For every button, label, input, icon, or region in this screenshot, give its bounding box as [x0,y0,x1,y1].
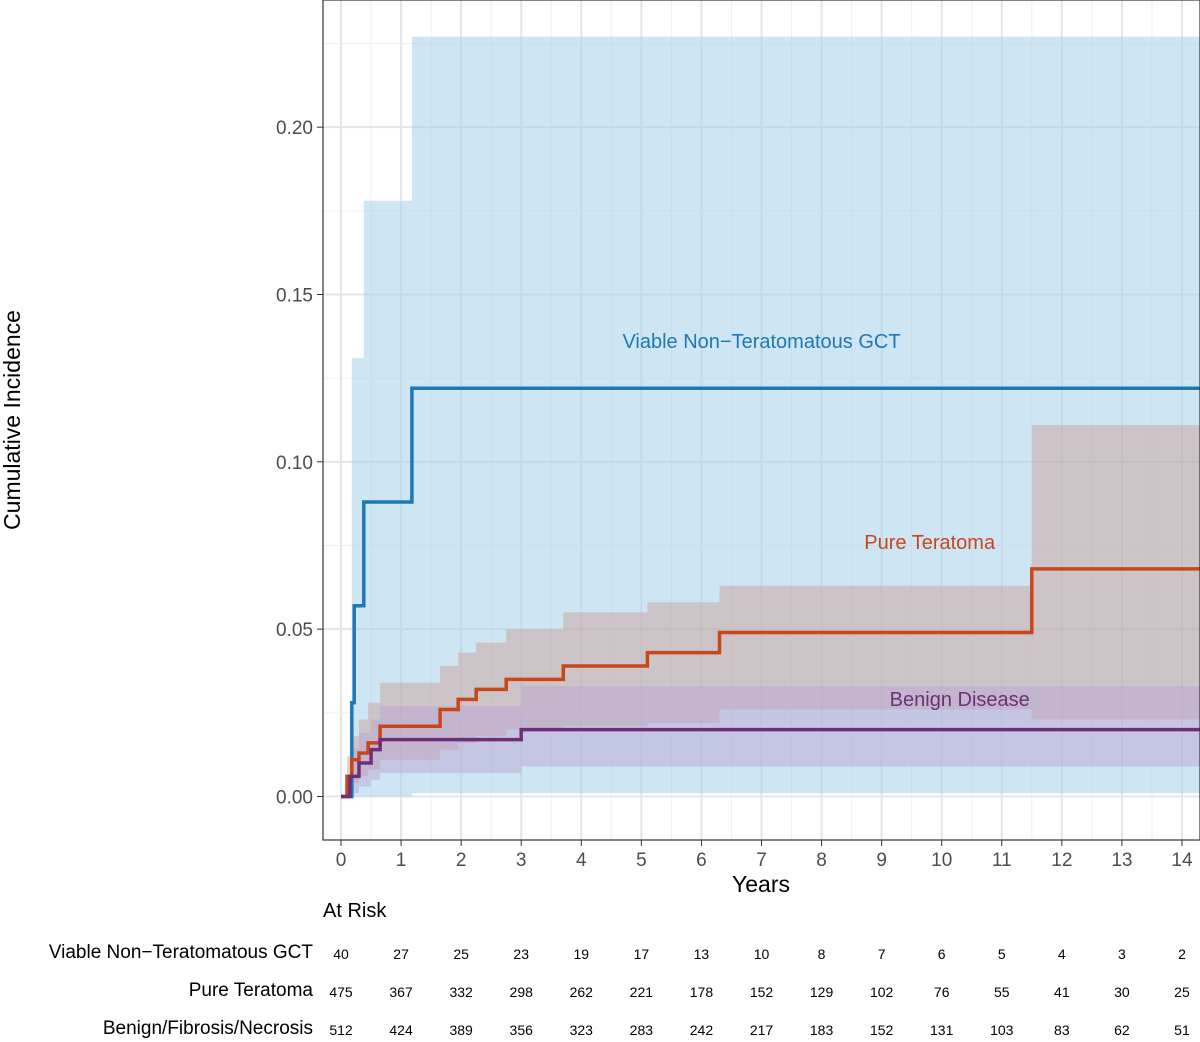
x-tick-label: 11 [992,850,1012,871]
at-risk-value: 152 [749,984,774,1000]
x-tick-label: 13 [1111,850,1132,871]
x-tick-label: 12 [1051,850,1072,871]
x-tick-label: 10 [931,850,952,871]
y-tick-label: 0.15 [276,286,313,307]
incidence-curves [341,386,1200,799]
at-risk-value: 298 [509,984,533,1000]
at-risk-value: 40 [333,946,349,962]
at-risk-value: 5 [997,946,1006,962]
curve-label-1: Viable Non−Teratomatous GCT [622,331,900,353]
at-risk-value: 30 [1114,984,1130,1000]
at-risk-value: 55 [993,984,1010,1000]
at-risk-value: 103 [990,1022,1014,1038]
x-tick-label: 3 [516,850,527,871]
incidence-curve-3 [341,727,1200,799]
at-risk-value: 221 [629,984,654,1000]
x-tick-label: 1 [396,850,407,871]
at-risk-value: 76 [933,984,950,1000]
at-risk-value: 129 [809,984,834,1000]
at-risk-value: 217 [749,1022,774,1038]
y-tick-label: 0.20 [276,118,313,139]
at-risk-value: 23 [513,946,530,962]
curve-label-2: Pure Teratoma [864,532,996,554]
incidence-curve-2 [341,567,1200,799]
at-risk-value: 389 [449,1022,473,1038]
y-tick-label: 0.10 [276,453,313,474]
x-tick-label: 8 [816,850,827,871]
at-risk-value: 51 [1174,1022,1190,1038]
x-tick-label: 14 [1171,850,1193,871]
at-risk-value: 131 [930,1022,954,1038]
x-tick-label: 6 [696,850,707,871]
at-risk-row-label: Benign/Fibrosis/Necrosis [102,1018,313,1039]
at-risk-value: 332 [449,984,473,1000]
at-risk-value: 262 [569,984,593,1000]
at-risk-value: 242 [689,1022,714,1038]
at-risk-value: 3 [1118,946,1126,962]
at-risk-value: 2 [1178,946,1186,962]
cumulative-incidence-chart: Viable Non−Teratomatous GCT Pure Teratoma… [0,0,1200,897]
curve-label-3: Benign Disease [890,689,1030,711]
at-risk-title: At Risk [323,900,387,922]
at-risk-value: 17 [633,946,650,962]
at-risk-value: 25 [453,946,469,962]
x-axis-ticks: 0 1 2 3 4 5 6 7 8 9 10 11 12 13 14 [336,840,1193,871]
at-risk-value: 178 [689,984,714,1000]
x-tick-label: 9 [876,850,887,871]
x-tick-label: 2 [456,850,467,871]
confidence-band-3 [341,686,1200,797]
at-risk-value: 19 [573,946,590,962]
at-risk-value: 102 [869,984,894,1000]
at-risk-value: 27 [393,946,409,962]
y-axis-ticks: 0.00 0.05 0.10 0.15 0.20 [276,118,323,808]
at-risk-value: 512 [329,1022,353,1038]
at-risk-value: 367 [389,984,413,1000]
x-tick-label: 0 [336,850,347,871]
at-risk-value: 10 [753,946,770,962]
at-risk-value: 41 [1054,984,1070,1000]
x-tick-label: 7 [756,850,767,871]
at-risk-row-label: Viable Non−Teratomatous GCT [48,942,313,963]
at-risk-value: 6 [937,946,946,962]
at-risk-value: 183 [809,1022,834,1038]
y-axis-title: Cumulative Incidence [0,310,25,530]
at-risk-value: 356 [509,1022,533,1038]
x-tick-label: 4 [576,850,587,871]
at-risk-value: 8 [817,946,826,962]
at-risk-value: 7 [877,946,886,962]
y-tick-label: 0.05 [276,620,313,641]
at-risk-row-label: Pure Teratoma [188,980,313,1001]
incidence-curve-1 [341,386,1200,799]
at-risk-value: 83 [1054,1022,1070,1038]
y-tick-label: 0.00 [276,787,313,808]
at-risk-value: 13 [693,946,710,962]
confidence-bands [341,36,1200,797]
at-risk-value: 62 [1114,1022,1130,1038]
at-risk-value: 323 [569,1022,593,1038]
at-risk-value: 475 [329,984,353,1000]
x-tick-label: 5 [636,850,647,871]
at-risk-value: 152 [869,1022,894,1038]
x-axis-title: Years [732,871,790,897]
at-risk-value: 25 [1174,984,1190,1000]
at-risk-value: 424 [389,1022,413,1038]
at-risk-value: 4 [1057,946,1066,962]
curve-labels: Viable Non−Teratomatous GCT Pure Teratoma… [622,331,1029,711]
at-risk-value: 283 [629,1022,654,1038]
